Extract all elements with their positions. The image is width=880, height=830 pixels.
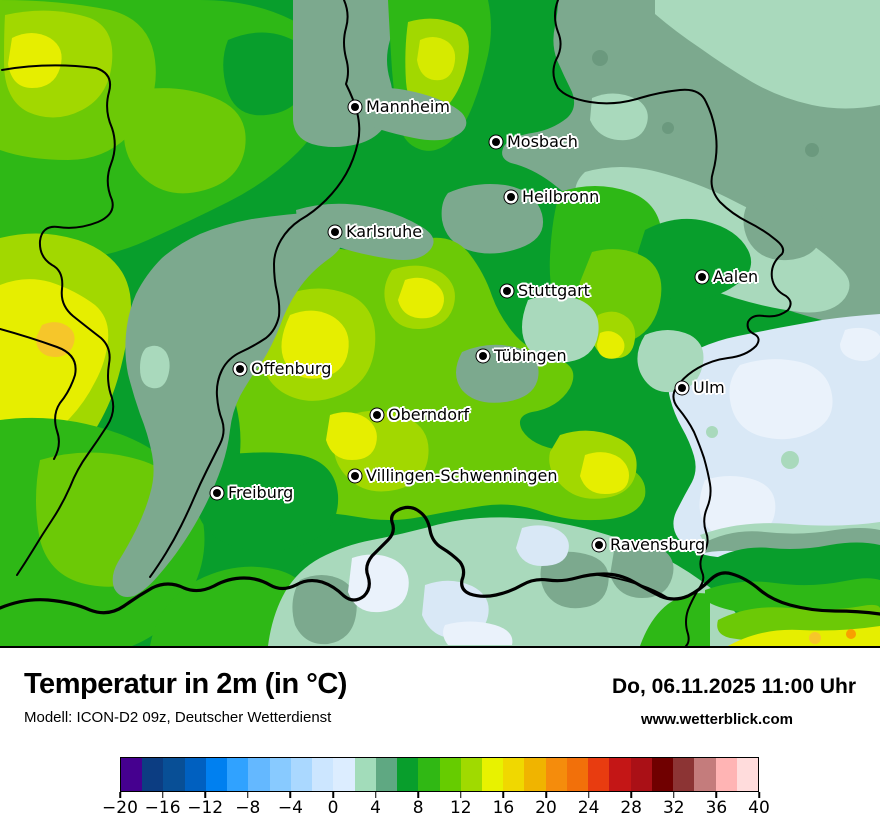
colorbar-segment: [503, 758, 525, 791]
colorbar-segment: [588, 758, 610, 791]
colorbar-segment: [184, 758, 206, 791]
temperature-colorbar: [120, 757, 759, 792]
colorbar-segment: [418, 758, 440, 791]
colorbar-segment: [651, 758, 674, 791]
colorbar-tick: [502, 792, 505, 798]
colorbar-tick: [587, 792, 590, 798]
colorbar-tick: [673, 792, 675, 798]
colorbar-tick-labels: −20 −16 −12 −8 −4 0 4 8 12 16 20 24 28 32 36 40: [102, 798, 770, 818]
colorbar-segment: [715, 758, 737, 791]
valid-datetime: Do, 06.11.2025 11:00 Uhr: [612, 675, 856, 698]
colorbar-tick: [374, 792, 377, 798]
colorbar-segment: [227, 758, 249, 791]
colorbar-segment: [248, 758, 270, 791]
colorbar-segment: [630, 758, 652, 791]
colorbar-ticks: [119, 792, 760, 798]
colorbar-tick-label: 24: [577, 798, 600, 818]
colorbar-tick-label: 28: [620, 798, 643, 818]
colorbar-tick: [332, 792, 334, 798]
colorbar-tick-label: −4: [277, 798, 303, 818]
colorbar-segment: [481, 758, 504, 791]
colorbar-tick-label: 4: [370, 798, 382, 818]
colorbar-segment: [460, 758, 482, 791]
colorbar-segment: [290, 758, 313, 791]
colorbar-tick-label: −12: [187, 798, 224, 818]
colorbar-tick-label: 32: [662, 798, 685, 818]
colorbar-segment: [354, 758, 376, 791]
colorbar-segment: [694, 758, 716, 791]
website-label: www.wetterblick.com: [641, 711, 793, 728]
colorbar-tick-label: −20: [102, 798, 138, 818]
colorbar-tick: [460, 792, 462, 798]
colorbar-tick: [119, 792, 121, 798]
colorbar-segment: [397, 758, 419, 791]
colorbar-tick-label: 20: [535, 798, 557, 818]
colorbar-segment: [673, 758, 695, 791]
colorbar-tick-label: 12: [449, 798, 472, 818]
colorbar-tick: [715, 792, 718, 798]
colorbar-segment: [163, 758, 185, 791]
colorbar-tick-label: 40: [748, 798, 770, 818]
colorbar-segment: [121, 758, 143, 791]
colorbar-tick: [545, 792, 547, 798]
colorbar-tick: [289, 792, 292, 798]
colorbar-segment: [439, 758, 461, 791]
colorbar-segment: [736, 758, 759, 791]
colorbar-tick: [630, 792, 632, 798]
colorbar-segment: [205, 758, 228, 791]
colorbar-tick: [417, 792, 419, 798]
colorbar-tick-label: −8: [235, 798, 261, 818]
colorbar-segment: [375, 758, 398, 791]
temperature-field-svg: [0, 0, 880, 646]
colorbar-tick: [247, 792, 249, 798]
temperature-map: Mannheim Mosbach Heilbronn Karlsruhe Aalen St…: [0, 0, 880, 648]
colorbar-tick-label: 8: [412, 798, 424, 818]
colorbar-segment: [524, 758, 546, 791]
colorbar-segment: [545, 758, 567, 791]
colorbar-segment: [333, 758, 355, 791]
colorbar-segment: [142, 758, 164, 791]
colorbar-tick-label: 36: [705, 798, 728, 818]
colorbar-tick: [161, 792, 164, 798]
colorbar-segment: [269, 758, 291, 791]
colorbar-segment: [566, 758, 589, 791]
colorbar-tick: [204, 792, 206, 798]
colorbar-tick: [758, 792, 760, 798]
colorbar-tick-label: 16: [492, 798, 515, 818]
colorbar-tick-label: 0: [327, 798, 339, 818]
model-info: Modell: ICON-D2 09z, Deutscher Wetterdie…: [24, 709, 332, 726]
page-title: Temperatur in 2m (in °C): [24, 668, 347, 700]
colorbar-tick-label: −16: [144, 798, 181, 818]
colorbar-segment: [312, 758, 334, 791]
colorbar-segment: [609, 758, 631, 791]
